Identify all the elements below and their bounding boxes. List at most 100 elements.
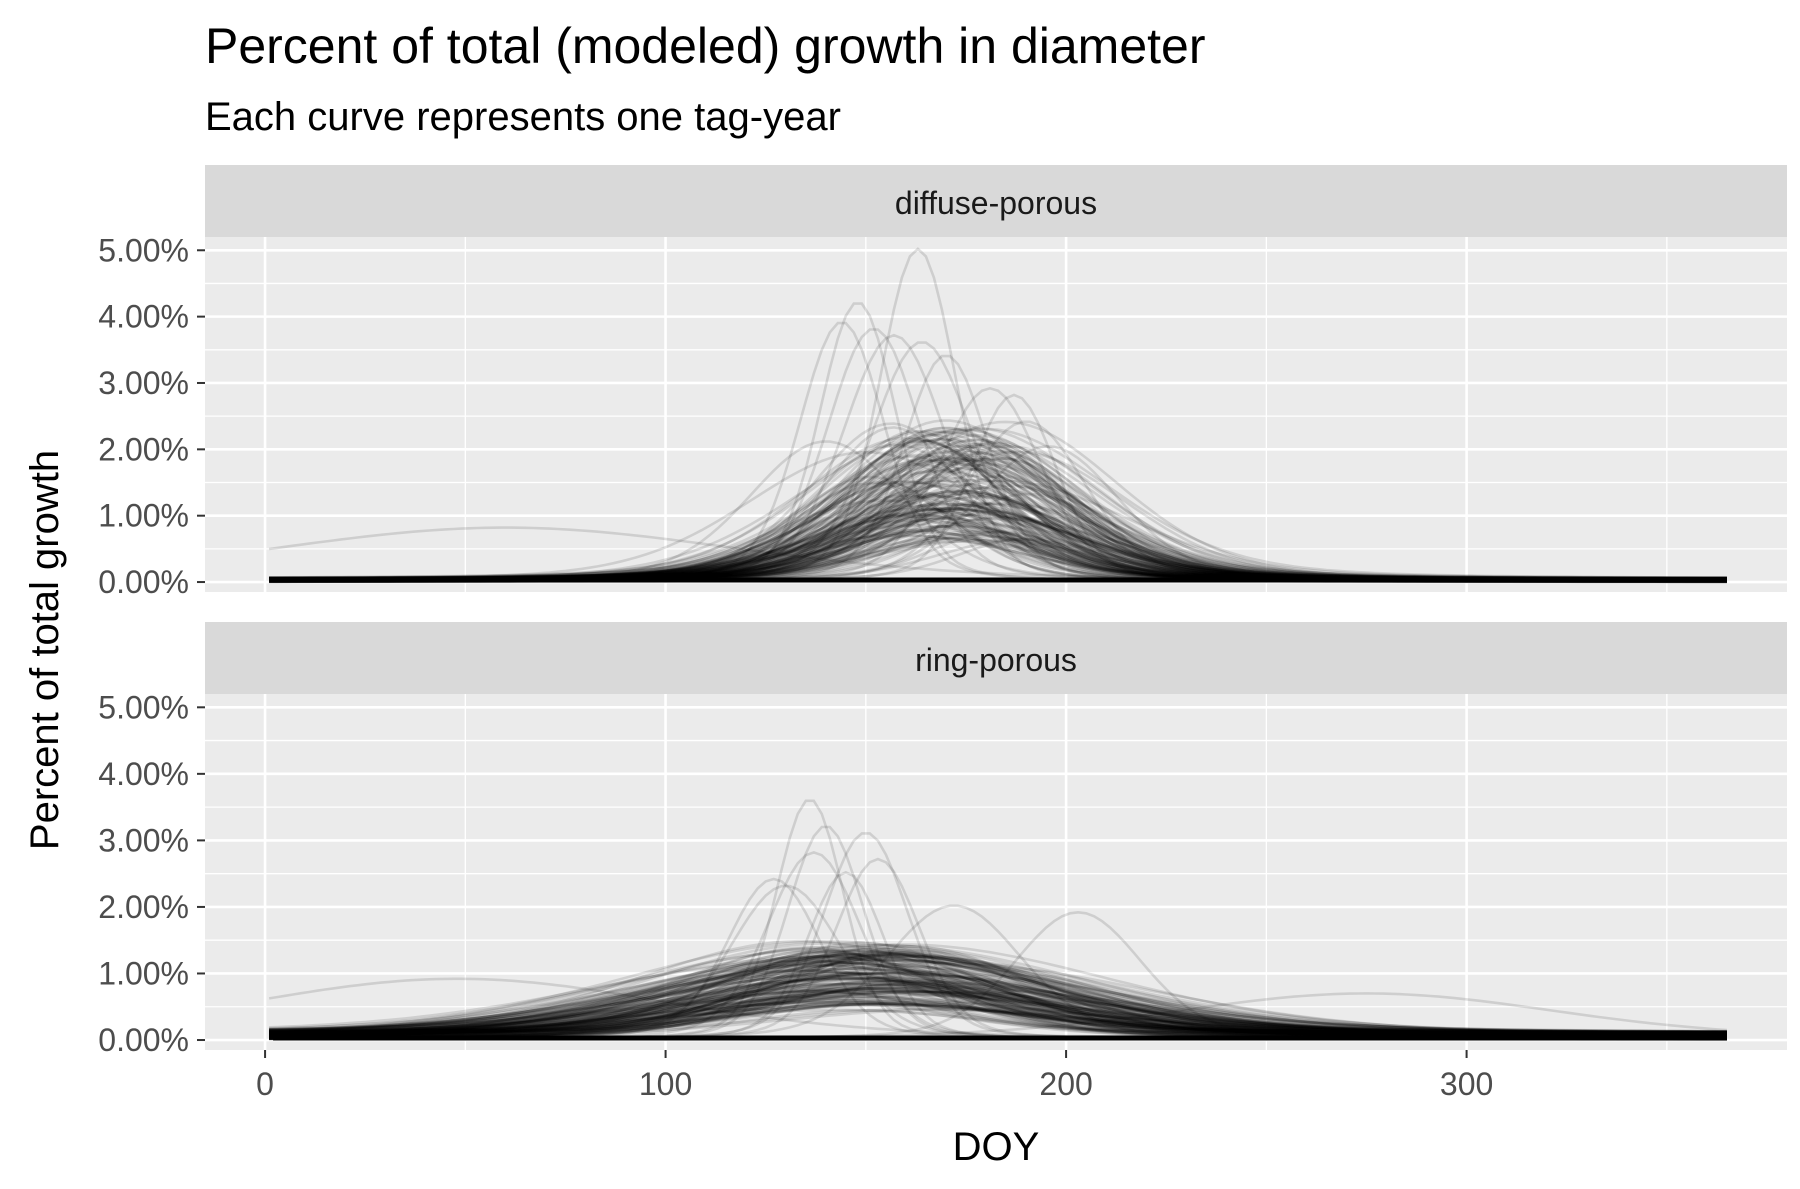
series-curve (269, 995, 1727, 1033)
series-curve (269, 484, 1727, 580)
series-curve (269, 941, 1727, 1038)
y-axis-title: Percent of total growth (23, 450, 67, 850)
series-curve (269, 1002, 1727, 1037)
series-curve (269, 974, 1727, 1036)
strip-label-ring-porous: ring-porous (915, 642, 1077, 678)
series-curve (269, 957, 1727, 1037)
series-curve (269, 970, 1727, 1035)
series-curve (269, 974, 1727, 1036)
chart-title: Percent of total (modeled) growth in dia… (205, 18, 1206, 74)
panel-background-ring-porous (205, 694, 1787, 1050)
series-curve (269, 995, 1727, 1037)
y-tick-label: 1.00% (98, 955, 189, 991)
panel-diffuse-porous: diffuse-porous 0.00% 1.00% 2.00% 3.00% 4.00%… (98, 165, 1787, 600)
series-curve (269, 965, 1727, 1036)
series-curve (269, 967, 1727, 1033)
series-curve (269, 953, 1727, 1038)
series-curve (269, 980, 1727, 1034)
series-curve (269, 947, 1727, 1035)
series-curve (269, 971, 1727, 1034)
series-curve (269, 953, 1727, 1037)
series-curve (269, 970, 1727, 1036)
y-tick-label: 0.00% (98, 564, 189, 600)
series-curve (269, 962, 1727, 1036)
series-curve (269, 479, 1727, 579)
y-tick-label: 0.00% (98, 1022, 189, 1058)
series-curve (269, 954, 1727, 1037)
series-curve (269, 959, 1727, 1035)
series-curve (269, 953, 1727, 1033)
x-tick-label: 0 (256, 1066, 274, 1102)
series-curve (269, 953, 1727, 1038)
series-curve (269, 438, 1727, 579)
series-curve (269, 980, 1727, 1038)
y-tick-label: 2.00% (98, 431, 189, 467)
series-curve (269, 950, 1727, 1037)
series-curve (269, 943, 1727, 1036)
series-curve (269, 979, 1727, 1034)
series-curve (269, 949, 1727, 1038)
y-tick-label: 4.00% (98, 299, 189, 335)
x-tick-label: 100 (639, 1066, 692, 1102)
series-curve (269, 939, 1727, 1034)
series-curve (269, 959, 1727, 1034)
series-curve (269, 967, 1727, 1034)
y-tick-label: 3.00% (98, 822, 189, 858)
series-curve (269, 958, 1727, 1034)
x-axis-title: DOY (953, 1125, 1040, 1169)
series-curve (269, 470, 1727, 580)
minor-grid-ring-porous (205, 694, 1787, 1050)
series-curve (269, 428, 1727, 580)
series-curve (269, 961, 1727, 1035)
series-curve (269, 971, 1727, 1035)
series-curve (269, 967, 1727, 1039)
y-tick-label: 2.00% (98, 889, 189, 925)
y-tick-label: 5.00% (98, 232, 189, 268)
series-curve (269, 989, 1727, 1038)
series-curve (269, 949, 1727, 1034)
panel-ring-porous: ring-porous 0.00% 1.00% 2.00% 3.00% 4.00% 5.0… (98, 622, 1787, 1058)
series-curve (269, 463, 1727, 580)
series-curve (269, 956, 1727, 1036)
series-curve (269, 960, 1727, 1033)
series-curve (269, 955, 1727, 1034)
series-curve (269, 987, 1727, 1034)
series-curve (269, 971, 1727, 1036)
series-curve (269, 952, 1727, 1036)
series-curve (269, 999, 1727, 1035)
series-curve (269, 948, 1727, 1039)
minor-grid-diffuse-porous (205, 237, 1787, 592)
series-curve (269, 955, 1727, 1039)
series-curve (269, 495, 1727, 580)
series-curve (269, 940, 1727, 1035)
series-curve (269, 990, 1727, 1039)
series-curve (269, 985, 1727, 1034)
y-tick-label: 4.00% (98, 756, 189, 792)
series-curve (269, 995, 1727, 1036)
series-curve (269, 950, 1727, 1038)
y-axis-diffuse-porous: 0.00% 1.00% 2.00% 3.00% 4.00% 5.00% (98, 232, 205, 600)
series-curve (269, 1000, 1727, 1034)
series-curve (269, 981, 1727, 1034)
y-tick-label: 5.00% (98, 689, 189, 725)
series-curve (269, 985, 1727, 1033)
series-curve (269, 986, 1727, 1034)
series-curve (269, 974, 1727, 1038)
y-tick-label: 1.00% (98, 498, 189, 534)
series-curve (269, 982, 1727, 1037)
strip-diffuse-porous (205, 165, 1787, 237)
series-curve (269, 990, 1727, 1035)
series-curve (269, 954, 1727, 1034)
series-curve (269, 438, 1727, 580)
series-curve (269, 947, 1727, 1036)
y-axis-ring-porous: 0.00% 1.00% 2.00% 3.00% 4.00% 5.00% (98, 689, 205, 1058)
series-curve (269, 990, 1727, 1037)
panel-background-diffuse-porous (205, 237, 1787, 592)
series-curve (269, 946, 1727, 1035)
series-curve (269, 442, 1727, 580)
series-curve (269, 990, 1727, 1038)
series-curve (269, 982, 1727, 1038)
x-tick-label: 300 (1440, 1066, 1493, 1102)
series-curve (269, 982, 1727, 1035)
